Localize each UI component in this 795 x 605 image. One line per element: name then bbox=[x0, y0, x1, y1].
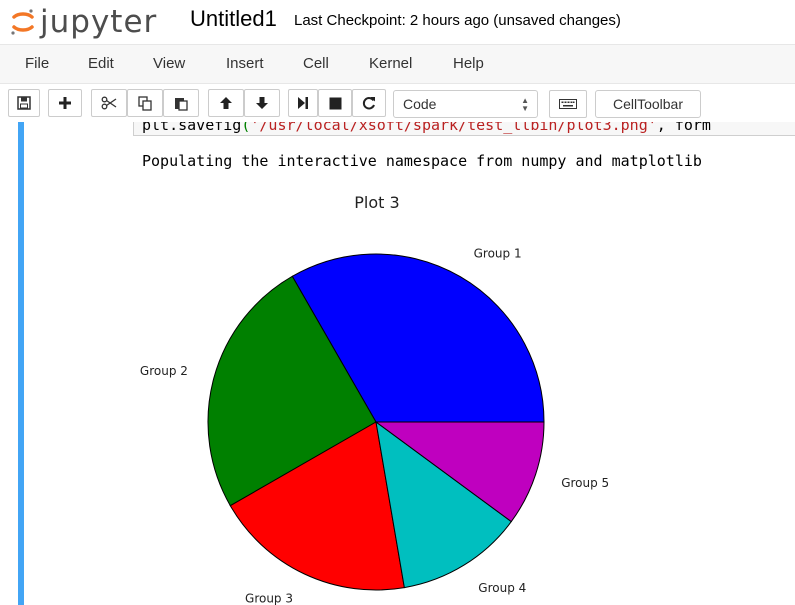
pie-labels: Group 1 Group 2 Group 3 Group 4 Group 5 bbox=[140, 246, 609, 605]
run-button[interactable] bbox=[288, 89, 318, 117]
code-paren: ( bbox=[241, 122, 251, 134]
menubar: File Edit View Insert Cell Kernel Help bbox=[0, 44, 795, 84]
menu-cell[interactable]: Cell bbox=[303, 55, 329, 72]
select-arrows-icon: ▲ ▼ bbox=[521, 96, 529, 113]
checkpoint-status: Last Checkpoint: 2 hours ago (unsaved ch… bbox=[294, 12, 621, 29]
code-string: '/usr/local/xsoft/spark/test_llbin/plot3… bbox=[250, 122, 657, 134]
pie-label-1: Group 1 bbox=[474, 246, 522, 260]
pie-slice-2 bbox=[207, 275, 377, 507]
paste-icon bbox=[175, 97, 188, 111]
code-rest: , form bbox=[656, 122, 711, 134]
keyboard-icon bbox=[559, 99, 577, 109]
stop-icon bbox=[329, 97, 341, 109]
menu-help[interactable]: Help bbox=[453, 55, 484, 72]
notebook-area: plt.savefig('/usr/local/xsoft/spark/test… bbox=[0, 122, 795, 605]
cell-type-select[interactable]: Code ▲ ▼ bbox=[393, 90, 538, 118]
celltoolbar-button[interactable]: CellToolbar bbox=[595, 90, 701, 118]
interrupt-button[interactable] bbox=[318, 89, 352, 117]
notebook-name[interactable]: Untitled1 bbox=[190, 6, 277, 31]
copy-button[interactable] bbox=[127, 89, 163, 117]
refresh-icon bbox=[362, 97, 375, 110]
menu-edit[interactable]: Edit bbox=[88, 55, 114, 72]
menu-insert[interactable]: Insert bbox=[226, 55, 264, 72]
move-down-button[interactable] bbox=[244, 89, 280, 117]
insert-cell-button[interactable] bbox=[48, 89, 82, 117]
cut-button[interactable] bbox=[91, 89, 127, 117]
plus-icon bbox=[59, 97, 71, 109]
menu-file[interactable]: File bbox=[25, 55, 50, 72]
paste-button[interactable] bbox=[163, 89, 199, 117]
code-function: plt.savefig bbox=[142, 122, 242, 134]
menu-kernel[interactable]: Kernel bbox=[369, 55, 413, 72]
save-button[interactable] bbox=[8, 89, 40, 117]
code-input[interactable]: plt.savefig('/usr/local/xsoft/spark/test… bbox=[133, 122, 795, 136]
arrow-up-icon bbox=[220, 97, 232, 109]
arrow-down-icon bbox=[256, 97, 268, 109]
restart-button[interactable] bbox=[352, 89, 386, 117]
copy-icon bbox=[138, 95, 152, 111]
floppy-disk-icon bbox=[17, 96, 31, 110]
pie-label-4: Group 4 bbox=[478, 581, 526, 595]
menu-view[interactable]: View bbox=[153, 55, 186, 72]
step-forward-icon bbox=[298, 97, 308, 109]
pie-slice-4 bbox=[375, 420, 512, 589]
cell-type-value: Code bbox=[403, 96, 437, 112]
pie-slice-5 bbox=[374, 421, 545, 523]
logo-text: jupyter bbox=[40, 4, 158, 40]
output-stdout: Populating the interactive namespace fro… bbox=[142, 152, 702, 170]
scissors-icon bbox=[101, 96, 117, 110]
move-up-button[interactable] bbox=[208, 89, 244, 117]
jupyter-logo[interactable]: jupyter bbox=[10, 2, 157, 42]
pie-slice-1 bbox=[291, 253, 545, 423]
pie-label-5: Group 5 bbox=[561, 476, 609, 490]
pie-label-3: Group 3 bbox=[245, 591, 293, 605]
toolbar: Code ▲ ▼ CellToolbar bbox=[0, 86, 795, 122]
pie-label-2: Group 2 bbox=[140, 364, 188, 378]
chart-title: Plot 3 bbox=[354, 193, 399, 212]
pie-slice-3 bbox=[229, 421, 405, 591]
cell-selection-bar bbox=[18, 122, 24, 605]
header: jupyter Untitled1 Last Checkpoint: 2 hou… bbox=[0, 0, 795, 44]
command-palette-button[interactable] bbox=[549, 90, 587, 118]
jupyter-logo-icon bbox=[11, 9, 34, 35]
pie-slices bbox=[207, 253, 545, 591]
